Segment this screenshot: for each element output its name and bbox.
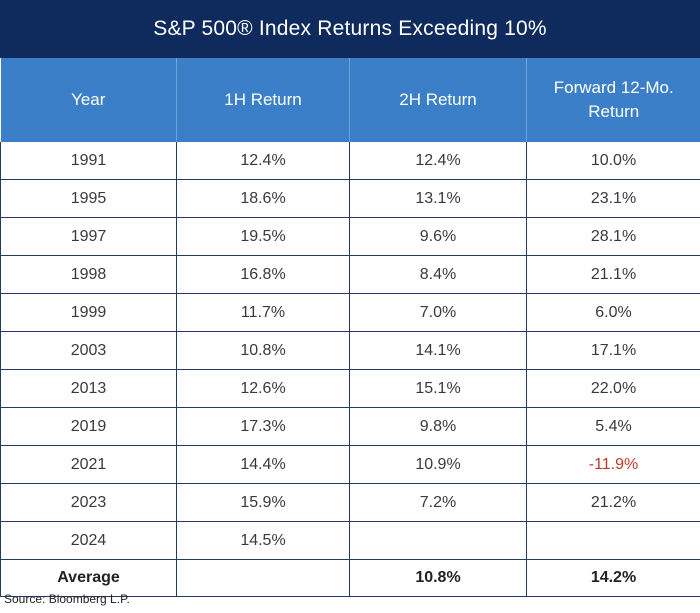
header-year: Year [0, 58, 177, 142]
header-forward-return: Forward 12-Mo. Return [526, 58, 700, 142]
forward-return-cell: 17.1% [526, 331, 700, 370]
h1-return-cell: 15.9% [176, 483, 350, 522]
forward-return-cell: 28.1% [526, 217, 700, 256]
table-row: 1995 18.6% 13.1% 23.1% [0, 179, 700, 218]
h1-return-cell: 12.6% [176, 369, 350, 408]
year-cell: 1995 [0, 179, 177, 218]
table-row: 2023 15.9% 7.2% 21.2% [0, 483, 700, 522]
year-cell: 1999 [0, 293, 177, 332]
table-row: 1998 16.8% 8.4% 21.1% [0, 255, 700, 294]
h1-return-cell: 18.6% [176, 179, 350, 218]
returns-table: Year 1H Return 2H Return Forward 12-Mo. … [0, 58, 700, 597]
table-row: 2013 12.6% 15.1% 22.0% [0, 369, 700, 408]
forward-return-cell: 10.0% [526, 142, 700, 180]
table-row: 2019 17.3% 9.8% 5.4% [0, 407, 700, 446]
year-cell: 2021 [0, 445, 177, 484]
average-label-cell: Average [0, 559, 177, 597]
average-h1-cell [176, 559, 350, 597]
table-title: S&P 500® Index Returns Exceeding 10% [0, 0, 700, 58]
year-cell: 1997 [0, 217, 177, 256]
table-row: 2003 10.8% 14.1% 17.1% [0, 331, 700, 370]
forward-return-cell: 5.4% [526, 407, 700, 446]
table-row: 2021 14.4% 10.9% -11.9% [0, 445, 700, 484]
h1-return-cell: 14.4% [176, 445, 350, 484]
header-2h-return: 2H Return [349, 58, 527, 142]
forward-return-cell: 22.0% [526, 369, 700, 408]
h2-return-cell: 9.8% [349, 407, 527, 446]
year-cell: 2019 [0, 407, 177, 446]
year-cell: 2003 [0, 331, 177, 370]
h2-return-cell: 12.4% [349, 142, 527, 180]
source-note: Source: Bloomberg L.P. [4, 592, 130, 606]
h1-return-cell: 17.3% [176, 407, 350, 446]
h1-return-cell: 16.8% [176, 255, 350, 294]
h2-return-cell: 7.2% [349, 483, 527, 522]
year-cell: 1991 [0, 142, 177, 180]
h2-return-cell: 7.0% [349, 293, 527, 332]
year-cell: 1998 [0, 255, 177, 294]
forward-return-cell: 21.2% [526, 483, 700, 522]
h2-return-cell: 13.1% [349, 179, 527, 218]
h2-return-cell: 9.6% [349, 217, 527, 256]
table-row: 2024 14.5% [0, 521, 700, 560]
h2-return-cell: 8.4% [349, 255, 527, 294]
h2-return-cell: 14.1% [349, 331, 527, 370]
h1-return-cell: 14.5% [176, 521, 350, 560]
h1-return-cell: 11.7% [176, 293, 350, 332]
forward-return-cell: 23.1% [526, 179, 700, 218]
h2-return-cell: 15.1% [349, 369, 527, 408]
h1-return-cell: 12.4% [176, 142, 350, 180]
forward-return-cell: 21.1% [526, 255, 700, 294]
forward-return-cell: -11.9% [526, 445, 700, 484]
year-cell: 2024 [0, 521, 177, 560]
h2-return-cell: 10.9% [349, 445, 527, 484]
h2-return-cell [349, 521, 527, 560]
forward-return-cell: 6.0% [526, 293, 700, 332]
table-body: 1991 12.4% 12.4% 10.0% 1995 18.6% 13.1% 23.1% 19… [0, 142, 700, 597]
year-cell: 2023 [0, 483, 177, 522]
table-row: 1997 19.5% 9.6% 28.1% [0, 217, 700, 256]
table-row: 1999 11.7% 7.0% 6.0% [0, 293, 700, 332]
table-row: 1991 12.4% 12.4% 10.0% [0, 142, 700, 180]
header-1h-return: 1H Return [176, 58, 350, 142]
forward-return-cell [526, 521, 700, 560]
h1-return-cell: 10.8% [176, 331, 350, 370]
year-cell: 2013 [0, 369, 177, 408]
average-h2-cell: 10.8% [349, 559, 527, 597]
average-forward-cell: 14.2% [526, 559, 700, 597]
average-row: Average 10.8% 14.2% [0, 559, 700, 597]
header-row: Year 1H Return 2H Return Forward 12-Mo. … [0, 58, 700, 142]
h1-return-cell: 19.5% [176, 217, 350, 256]
